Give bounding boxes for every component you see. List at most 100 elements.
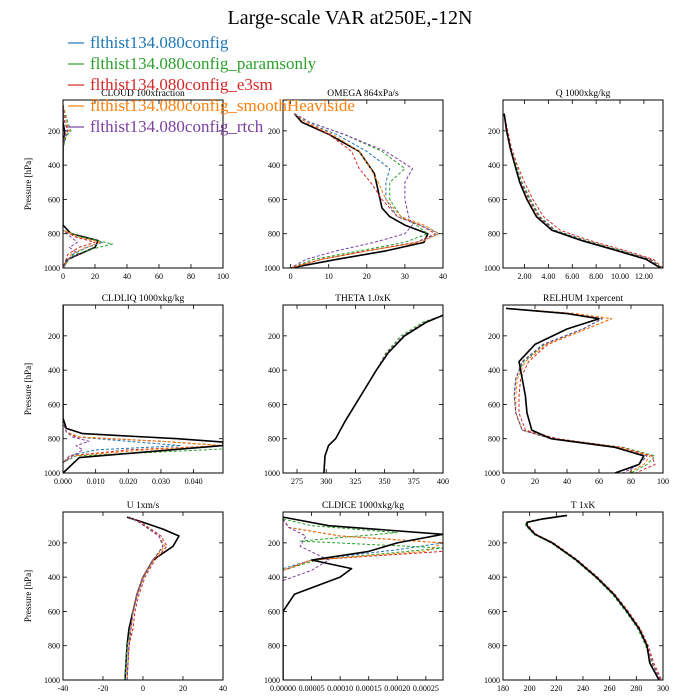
series-line-6 <box>63 305 223 473</box>
y-tick-label: 800 <box>48 230 60 239</box>
series-line-6 <box>290 113 413 268</box>
x-tick-label: 0 <box>141 684 145 693</box>
series-line-4 <box>283 518 443 680</box>
panel-6: 0 20 40 60 80 100 200 400 600 800 1000 RELHUM 1xper… <box>484 294 669 486</box>
y-tick-label: 600 <box>48 607 60 616</box>
y-axis-label: Pressure [hPa] <box>23 363 33 415</box>
panel-title: CLOUD 100xfraction <box>101 88 185 99</box>
x-tick-label: 40 <box>219 684 227 693</box>
series-line-1 <box>323 314 443 473</box>
x-tick-label: 220 <box>550 684 562 693</box>
x-tick-label: 20 <box>91 272 99 281</box>
plot-frame <box>502 511 664 681</box>
series-line-6 <box>506 307 645 473</box>
y-tick-label: 800 <box>488 642 500 651</box>
x-tick-label: 80 <box>187 272 195 281</box>
panel-title: Q 1000xkg/kg <box>556 89 611 99</box>
x-tick-label: 12.00 <box>635 272 653 281</box>
y-tick-label: 400 <box>268 161 280 170</box>
x-tick-label: 0.00000 <box>270 684 296 693</box>
y-tick-label: 600 <box>48 195 60 204</box>
x-tick-label: 0.030 <box>152 477 170 486</box>
x-tick-label: 80 <box>627 477 635 486</box>
y-tick-label: 400 <box>268 573 280 582</box>
legend-entry-3: flthist134.080config_e3sm <box>90 75 273 94</box>
plot-frame <box>282 304 444 474</box>
series-line-1 <box>506 307 648 473</box>
x-tick-label: 350 <box>379 477 391 486</box>
series-line-4 <box>503 113 661 268</box>
series-line-2 <box>283 518 443 680</box>
x-tick-label: 0 <box>61 272 65 281</box>
y-tick-label: 600 <box>488 400 500 409</box>
y-tick-label: 800 <box>268 642 280 651</box>
x-tick-label: 20 <box>179 684 187 693</box>
series-line-5 <box>126 516 166 680</box>
panel-4: 0.000 0.010 0.020 0.030 0.040 200 400 600 800 100… <box>23 294 224 486</box>
series-line-4 <box>126 516 168 680</box>
y-tick-label: 800 <box>488 435 500 444</box>
legend-entry-4: flthist134.080config_smoothHeaviside <box>90 96 355 115</box>
x-tick-label: 0.020 <box>119 477 137 486</box>
series-line-2 <box>503 113 663 268</box>
x-tick-label: -40 <box>58 684 69 693</box>
series-line-2 <box>323 314 443 473</box>
x-tick-label: 4.00 <box>541 272 555 281</box>
series-line-2 <box>126 516 164 680</box>
plot-frame <box>502 99 664 269</box>
y-tick-label: 200 <box>268 127 280 136</box>
series-line-5 <box>63 305 90 473</box>
series-line-3 <box>506 307 656 473</box>
y-tick-label: 400 <box>488 366 500 375</box>
x-tick-label: 0.00020 <box>384 684 410 693</box>
series-line-2 <box>63 105 104 268</box>
y-tick-label: 200 <box>488 539 500 548</box>
series-group <box>283 516 443 680</box>
series-line-3 <box>124 516 164 680</box>
panel-title: OMEGA 864xPa/s <box>327 89 399 99</box>
y-tick-label: 200 <box>488 127 500 136</box>
y-tick-label: 400 <box>488 161 500 170</box>
series-line-1 <box>124 516 180 680</box>
y-tick-label: 800 <box>48 435 60 444</box>
y-tick-label: 400 <box>48 161 60 170</box>
series-line-1 <box>63 305 182 473</box>
y-tick-label: 600 <box>268 195 280 204</box>
series-line-2 <box>506 307 656 473</box>
y-tick-label: 1000 <box>264 469 280 478</box>
x-tick-label: 0.000 <box>54 477 72 486</box>
x-tick-label: 325 <box>349 477 361 486</box>
panel-5: 275 300 325 350 375 400 200 400 600 800 1000 THETA … <box>264 294 449 486</box>
series-line-3 <box>503 113 663 268</box>
y-tick-label: 800 <box>48 642 60 651</box>
series-line-6 <box>283 516 443 680</box>
legend: flthist134.080config flthist134.080config… <box>68 33 355 136</box>
x-tick-label: 10 <box>325 272 333 281</box>
series-line-6 <box>323 314 443 473</box>
panel-title: T 1xK <box>571 501 596 511</box>
panel-title: U 1xm/s <box>127 501 160 511</box>
panel-1: 0 20 40 60 80 100 200 400 600 800 1000 CLOUD 100xfr… <box>23 88 229 281</box>
x-tick-label: 10.00 <box>611 272 629 281</box>
series-group <box>63 305 223 473</box>
series-line-3 <box>283 518 443 680</box>
series-group <box>503 113 663 268</box>
panel-title: RELHUM 1xpercent <box>543 294 623 304</box>
y-tick-label: 600 <box>48 400 60 409</box>
series-line-6 <box>503 113 662 268</box>
y-tick-label: 1000 <box>484 676 500 685</box>
x-tick-label: 0.00015 <box>356 684 382 693</box>
y-tick-label: 400 <box>268 366 280 375</box>
x-tick-label: 0.00025 <box>413 684 439 693</box>
x-tick-label: 0 <box>501 477 505 486</box>
legend-entry-5: flthist134.080config_rtch <box>90 117 264 136</box>
x-tick-label: 240 <box>577 684 589 693</box>
series-line-3 <box>290 113 429 268</box>
series-group <box>506 307 656 473</box>
x-tick-label: 0.00005 <box>299 684 325 693</box>
series-line-6 <box>126 516 164 680</box>
x-tick-label: 100 <box>217 272 229 281</box>
figure-title: Large-scale VAR at250E,-12N <box>228 7 473 29</box>
